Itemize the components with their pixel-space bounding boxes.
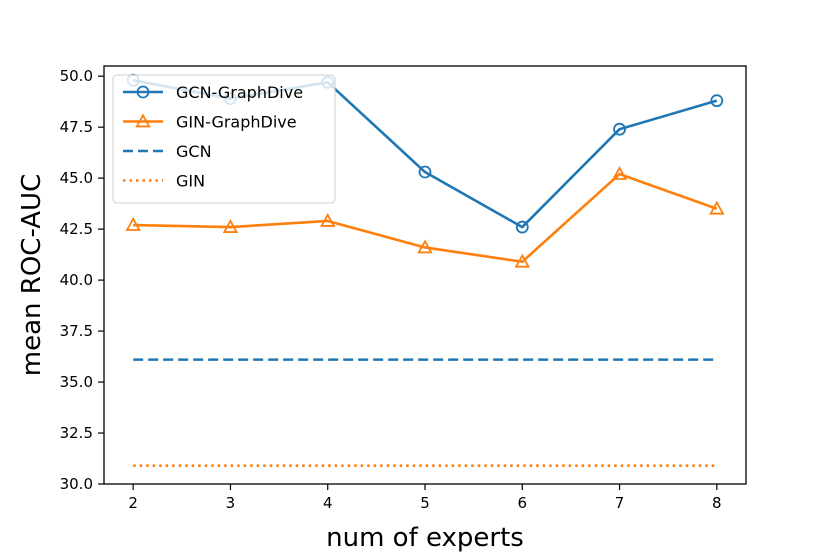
y-tick-label: 35.0 [60,373,93,391]
data-point-gin-graphdive [417,239,433,254]
x-axis-label: num of experts [326,523,524,553]
data-point-gin-graphdive [514,253,531,268]
y-tick-label: 40.0 [60,271,93,289]
y-tick-label: 45.0 [60,169,93,187]
legend-label-gcn-graphdive: GCN-GraphDive [176,83,303,102]
data-point-gin-graphdive [611,166,628,180]
legend-label-gin-graphdive: GIN-GraphDive [176,113,297,132]
data-point-gcn-graphdive [515,220,529,234]
legend-label-gcn: GCN [176,142,212,161]
data-point-gin-graphdive [709,200,725,215]
data-point-gcn-graphdive [418,165,432,179]
x-tick-label: 8 [712,494,722,512]
legend-label-gin: GIN [176,172,205,191]
data-point-gcn-graphdive [613,122,626,136]
legend-marker-gin-graphdive [135,113,151,128]
y-axis-label: mean ROC-AUC [17,174,47,376]
legend: GCN-GraphDive GIN-GraphDive GCN GIN [112,74,336,204]
y-tick-label: 37.5 [60,322,93,340]
x-tick-label: 6 [517,494,527,512]
y-tick-label: 32.5 [60,424,93,442]
x-tick-label: 5 [420,494,430,512]
x-tick-label: 7 [615,494,625,512]
y-tick-label: 42.5 [60,220,93,238]
data-point-gin-graphdive [125,216,141,231]
legend-box [112,74,336,204]
y-tick-label: 50.0 [60,67,93,85]
legend-marker-gcn-graphdive [136,85,150,99]
x-tick-label: 3 [226,494,236,512]
y-tick-label: 47.5 [60,118,93,136]
series-line-gin-graphdive [133,172,718,264]
x-tick-label: 2 [128,494,138,512]
y-tick-label: 30.0 [60,475,93,493]
x-tick-label: 4 [323,494,333,512]
data-point-gin-graphdive [222,219,239,233]
data-point-gcn-graphdive [710,94,724,108]
axes: 2 3 4 5 6 7 8 30.0 32.5 35.0 37.5 40.0 42.5 45.0 47.5 5… [60,65,747,512]
data-point-gin-graphdive [319,212,336,227]
